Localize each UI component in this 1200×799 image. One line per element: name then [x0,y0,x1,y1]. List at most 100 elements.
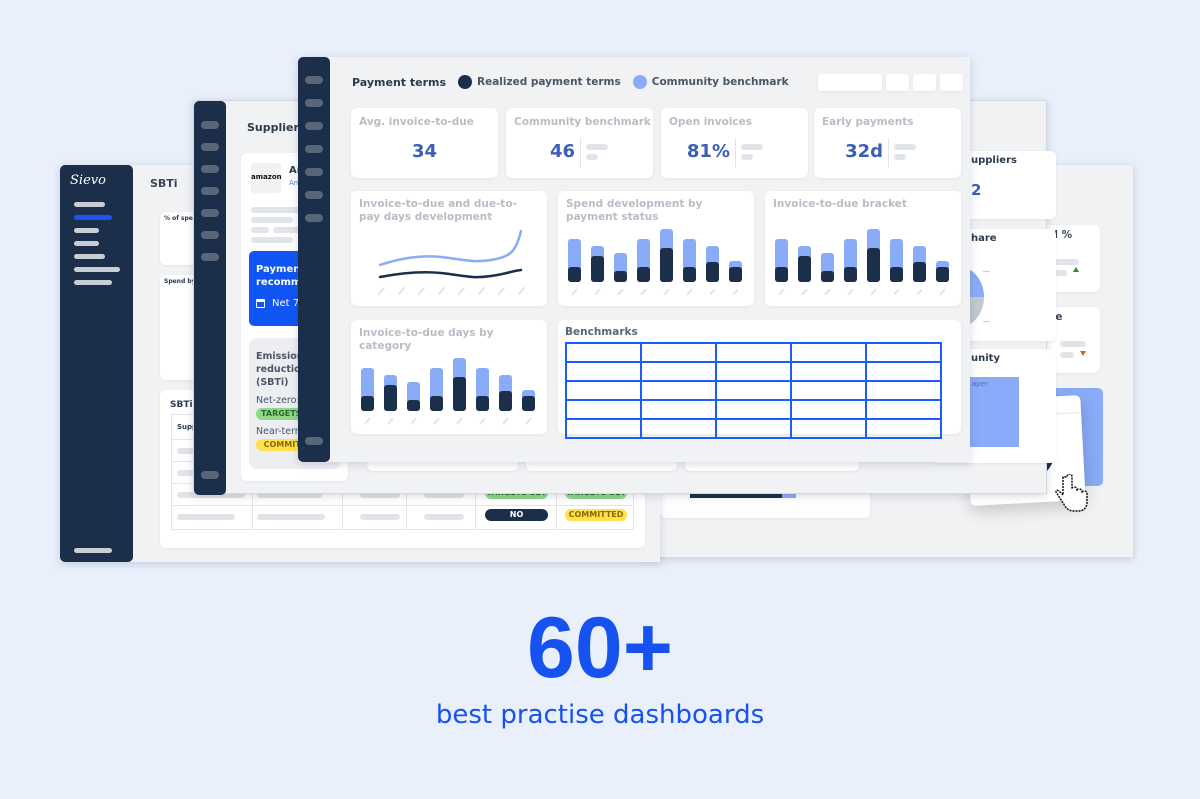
axis-tick-label [458,287,465,295]
kpi-value: 34 [411,141,438,162]
axis-tick-label [801,288,808,296]
bar-realized [430,396,443,411]
bar-realized [407,400,420,411]
subline: best practise dashboards [435,700,765,730]
axis-tick-label [594,288,601,296]
axis-tick-label [478,287,485,295]
bar-realized [384,385,397,411]
axis-tick-label [498,287,505,295]
axis-tick-label [732,288,739,296]
spend-chart-card: Spend development by payment status [558,191,754,306]
axis-tick-label [387,417,394,425]
benchmarks-card: Benchmarks [558,320,961,439]
status-badge: COMMITTED [565,509,627,521]
bar-realized [729,267,742,282]
kpi-label: Avg. invoice-to-due [359,116,474,128]
benchmarks-table [565,342,942,439]
bar-realized [706,262,719,282]
kpi-value: 46 [549,141,575,162]
axis-tick-label [617,288,624,296]
axis-tick-label [686,288,693,296]
axis-tick-label [433,417,440,425]
line-chart [378,229,525,295]
bar-realized [522,396,535,411]
axis-tick-label [663,288,670,296]
bar-realized [499,391,512,411]
bracket-chart-card: Invoice-to-due bracket [765,191,961,306]
headline: 60+ [527,600,673,696]
bar-realized [591,256,604,282]
axis-tick-label [939,288,946,296]
bar-realized [890,267,903,282]
toolbar-button[interactable] [886,74,909,91]
bar-realized [844,267,857,282]
benchmark-line [378,229,523,267]
legend-dot-benchmark [632,75,647,89]
axis-tick-label [640,288,647,296]
menu-item-active[interactable] [74,215,112,220]
page-title: Supplier 3 [247,121,311,134]
axis-tick-label [410,417,417,425]
bar-realized [821,271,834,282]
bar-realized [775,267,788,282]
axis-tick-label [418,287,425,295]
menu-item[interactable] [74,548,112,553]
kpi-value: 32d [845,141,883,162]
kpi-card: Avg. invoice-to-due 34 [351,108,498,178]
axis-tick-label [571,288,578,296]
status-badge: NO [485,509,548,521]
arrow-down-icon [1080,351,1086,356]
bar-realized [568,267,581,282]
bar-realized [913,262,926,282]
menu-item[interactable] [74,241,99,246]
kpi-card: Early payments 32d [814,108,961,178]
line-chart-card: Invoice-to-due and due-to-pay days devel… [351,191,547,306]
menu-item[interactable] [74,254,105,259]
filter-button[interactable] [818,74,882,91]
arrow-up-icon [1073,267,1079,272]
bar-realized [660,248,673,282]
axis-tick-label [479,417,486,425]
kpi-label: Early payments [822,116,914,128]
category-chart-card: Invoice-to-due days by category [351,320,547,434]
axis-tick-label [847,288,854,296]
supplier-link[interactable]: Am [289,179,301,187]
axis-tick-label [525,417,532,425]
kpi-card: Open invoices 81% [661,108,808,178]
legend-dot-realized [458,75,472,89]
axis-tick-label [916,288,923,296]
sidebar: Sievo [60,165,133,562]
axis-tick-label [502,417,509,425]
page-title: Payment terms [352,76,447,89]
menu-item[interactable] [74,280,112,285]
toolbar-button[interactable] [913,74,936,91]
sidebar [194,101,226,495]
axis-tick-label [364,417,371,425]
menu-item[interactable] [74,228,99,233]
legend: Realized payment terms Community benchma… [458,75,789,89]
kpi-card: Community benchmark 46 [506,108,653,178]
axis-tick-label [778,288,785,296]
axis-tick-label [438,287,445,295]
page-title: SBTi [150,177,178,190]
sievo-logo: Sievo [70,173,106,188]
kpi-label: Community benchmark [514,116,651,128]
bar-realized [867,248,880,282]
bar-realized [453,377,466,411]
bar-realized [683,267,696,282]
bar-realized [798,256,811,282]
bar-realized [614,271,627,282]
axis-tick-label [824,288,831,296]
bar-realized [936,267,949,282]
amazon-logo: amazon [251,163,282,193]
axis-tick-label [398,287,405,295]
menu-item[interactable] [74,267,120,272]
menu-item[interactable] [74,202,105,207]
axis-tick-label [893,288,900,296]
toolbar-button[interactable] [940,74,963,91]
realized-line [378,268,523,279]
kpi-value: 81% [686,141,730,162]
calendar-icon [256,299,265,308]
bar-realized [637,267,650,282]
sidebar [298,57,330,462]
